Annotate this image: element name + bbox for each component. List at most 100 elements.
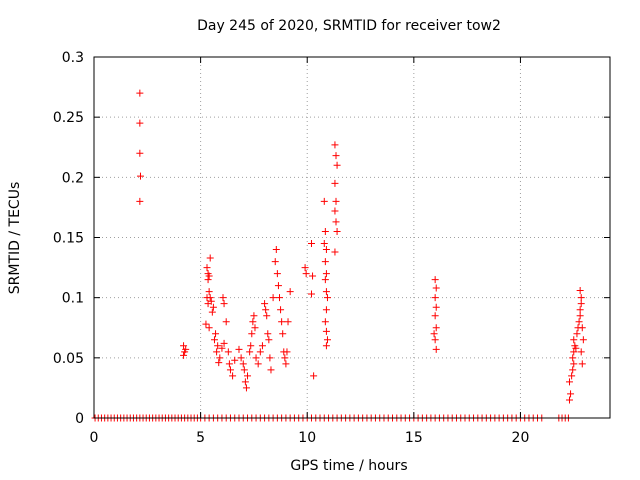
data-point (307, 240, 315, 248)
data-point (572, 344, 580, 352)
data-point (323, 294, 331, 302)
data-point (250, 312, 258, 320)
x-tick-label: 10 (298, 430, 316, 446)
data-point (210, 336, 218, 344)
data-point (258, 342, 266, 350)
data-point (254, 360, 262, 368)
data-point (261, 300, 269, 308)
data-point (322, 342, 330, 350)
data-point (220, 300, 228, 308)
y-tick-label: 0.05 (53, 351, 84, 367)
data-point (235, 345, 243, 353)
data-point (214, 342, 222, 350)
data-point (204, 300, 212, 308)
data-point (229, 372, 237, 380)
data-point (579, 336, 587, 344)
data-point (301, 264, 309, 272)
data-point (568, 372, 576, 380)
data-point (251, 324, 259, 332)
data-point (241, 378, 249, 386)
data-point (237, 354, 245, 362)
data-point (136, 119, 144, 127)
chart-title: Day 245 of 2020, SRMTID for receiver tow… (197, 18, 501, 34)
data-point (309, 272, 317, 280)
data-point (432, 303, 440, 311)
data-point (202, 320, 210, 328)
data-point (222, 318, 230, 326)
data-point (252, 354, 260, 362)
data-point (286, 288, 294, 296)
data-point (272, 246, 280, 254)
data-point (182, 345, 190, 353)
data-point (320, 240, 328, 248)
data-point (570, 336, 578, 344)
y-tick-label: 0.2 (62, 170, 84, 186)
data-point (333, 161, 341, 169)
data-point (278, 318, 286, 326)
data-point (320, 197, 328, 205)
data-point (204, 276, 212, 284)
data-point (244, 372, 252, 380)
data-point (576, 286, 584, 294)
data-point (212, 330, 220, 338)
data-point (577, 300, 585, 308)
data-point (247, 342, 255, 350)
data-point (205, 272, 213, 280)
y-axis-label: SRMTID / TECUs (7, 182, 23, 295)
data-point (219, 294, 227, 302)
y-tick-label: 0 (75, 411, 84, 427)
data-point (205, 324, 213, 332)
x-tick-label: 0 (90, 430, 99, 446)
data-point (215, 359, 223, 367)
data-point (569, 366, 577, 374)
data-point (331, 141, 339, 149)
data-point (264, 330, 272, 338)
data-point (136, 89, 144, 97)
data-point (431, 294, 439, 302)
data-point (322, 246, 330, 254)
data-point (565, 396, 573, 404)
data-point (431, 312, 439, 320)
data-point (323, 336, 331, 344)
data-point (256, 348, 264, 356)
data-point (180, 342, 188, 350)
data-point (321, 318, 329, 326)
x-axis-label: GPS time / hours (290, 458, 407, 474)
data-point (570, 360, 578, 368)
data-point (310, 372, 318, 380)
data-point (321, 258, 329, 266)
data-point (573, 330, 581, 338)
data-point (321, 276, 329, 284)
data-point (248, 330, 256, 338)
data-point (307, 290, 315, 298)
data-point (273, 270, 281, 278)
data-point (331, 179, 339, 187)
data-point (269, 294, 277, 302)
data-point (205, 288, 213, 296)
data-point (206, 254, 214, 262)
data-point (431, 276, 439, 284)
data-point (575, 318, 583, 326)
x-tick-label: 15 (405, 430, 423, 446)
data-point (577, 348, 585, 356)
data-point (246, 348, 254, 356)
data-point (430, 330, 438, 338)
data-point (578, 360, 586, 368)
data-point (213, 348, 221, 356)
data-point (322, 306, 330, 314)
data-point (432, 284, 440, 292)
x-tick-label: 5 (196, 430, 205, 446)
data-point (321, 227, 329, 235)
data-point (239, 360, 247, 368)
data-point (331, 207, 339, 215)
data-point (240, 366, 248, 374)
data-point (203, 264, 211, 272)
data-point (271, 258, 279, 266)
data-point (332, 152, 340, 160)
y-tick-label: 0.3 (62, 50, 84, 66)
data-point (208, 308, 216, 316)
data-point (266, 354, 274, 362)
data-point (302, 270, 310, 278)
data-point (331, 248, 339, 256)
